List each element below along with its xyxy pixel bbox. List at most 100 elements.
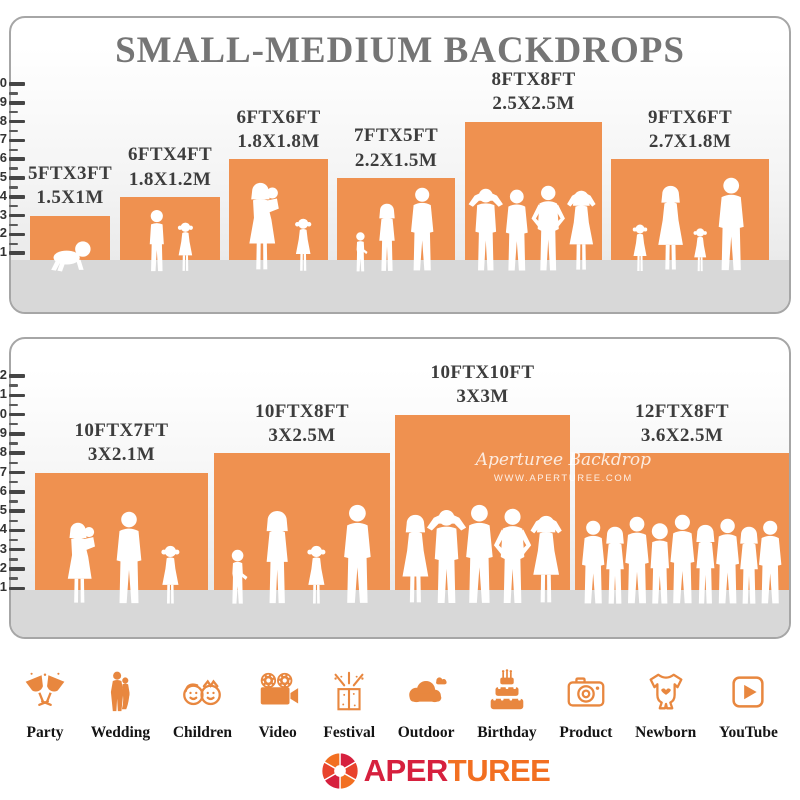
ruler-minor-tick [9,167,18,170]
ruler-minor-tick [9,423,18,426]
people-group [395,504,570,606]
bar-size-ft: 10FTX8FT [255,400,349,422]
ruler-minor-tick [9,538,18,542]
floor-strip [11,590,789,637]
ruler-number: 1 [0,579,7,595]
person-silhouette-girl [304,544,329,606]
floor-strip [11,260,789,312]
category-item: Video [255,669,301,742]
person-silhouette-child [226,548,249,606]
category-item: Birthday [477,669,537,742]
ruler-tick [9,470,25,475]
ruler-number: 6 [0,150,7,166]
ruler-minor-tick [9,500,18,503]
product-icon [563,669,609,715]
bar-size-m: 3X3M [456,386,509,408]
ruler-tick [9,528,25,533]
people-group [229,181,328,273]
ruler-tick [9,586,25,591]
bar-size-m: 2.7X1.8M [648,130,732,152]
category-label: Birthday [477,724,537,741]
ruler-tick [9,432,25,436]
youtube-icon [725,669,771,715]
ruler-tick [9,101,25,105]
bar-size-ft: 6FTX4FT [127,144,213,166]
category-row: Party Wedding Children Video Festival Outdoor… [22,669,778,742]
watermark-domain: WWW.APERTUREE.COM [493,473,633,484]
ruler-minor-tick [9,129,18,133]
ruler-minor-tick [9,111,18,114]
person-silhouette-child [352,231,369,273]
ruler-tick [9,412,25,417]
ruler-number: 3 [0,540,7,556]
person-silhouette-girl [691,227,709,273]
bar-size-m: 1.8X1.8M [237,130,320,152]
people-group [35,511,208,606]
bar-size-label: 10FTX7FT 3X2.1M [75,419,169,468]
ruler-number: 5 [0,169,7,184]
ruler-minor-tick [9,442,18,445]
ruler-tick [9,138,25,143]
ruler-tick [9,490,25,494]
person-silhouette-boy [144,209,170,273]
person-silhouette-girl [175,221,196,273]
ruler-minor-tick [9,223,18,227]
bar-size-label: 10FTX8FT 3X2.5M [255,400,349,449]
ruler-number: 6 [0,482,7,498]
bar-size-ft: 9FTX6FT [647,106,733,128]
category-item: Wedding [91,669,150,742]
bar-size-label: 6FTX6FT 1.8X1.8M [236,106,320,155]
ruler-minor-tick [9,384,18,387]
ruler-minor-tick [9,92,18,95]
page-title: SMALL-MEDIUM BACKDROPS [115,30,685,71]
bar-size-m: 1.8X1.2M [128,168,212,190]
person-silhouette-woman-armsup [525,514,567,606]
person-silhouette-girl [158,544,183,606]
ruler-number: 10 [0,75,7,90]
brand-name-red: APER [363,753,449,788]
category-label: Newborn [635,724,697,741]
birthday-icon [484,669,530,715]
ruler-number: 3 [0,206,7,222]
person-silhouette-woman [373,203,401,273]
ruler-minor-tick [9,242,18,245]
ruler-number: 12 [0,367,7,382]
ruler-tick [9,374,25,378]
ruler-tick [9,251,25,255]
backdrop-bar [120,196,220,260]
person-silhouette-man [110,511,148,606]
bar-size-ft: 12FTX8FT [635,400,729,422]
ruler-minor-tick [9,461,18,465]
category-item: Festival [323,669,375,742]
ruler-number: 7 [0,463,7,479]
bar-size-ft: 10FTX7FT [74,419,169,441]
people-group [120,209,220,273]
category-label: Video [258,724,297,741]
ruler-tick [9,176,25,180]
person-silhouette-woman [258,510,296,606]
person-silhouette-woman-armsup [562,189,601,273]
ruler-number: 5 [0,502,7,518]
person-silhouette-woman-dress [653,185,688,273]
ruler-number: 9 [0,93,7,109]
people-group [30,239,110,273]
ruler-number: 2 [0,560,7,575]
ruler-number: 8 [0,444,7,460]
category-item: Product [559,669,612,742]
wedding-icon [97,669,143,715]
bar-size-m: 3X2.5M [268,424,336,446]
ruler-minor-tick [9,480,18,484]
bar-size-label: 9FTX6FT 2.7X1.8M [648,106,732,155]
category-label: Outdoor [397,724,455,741]
person-silhouette-man [337,504,378,606]
people-group [337,187,455,273]
person-silhouette-woman-baby [61,521,100,606]
ruler-number: 8 [0,112,7,128]
video-icon [255,669,301,715]
ruler-tick [9,213,25,218]
ruler-tick [9,157,25,161]
festival-icon [326,669,372,715]
category-label: Product [559,724,613,741]
ruler-minor-tick [9,205,18,208]
